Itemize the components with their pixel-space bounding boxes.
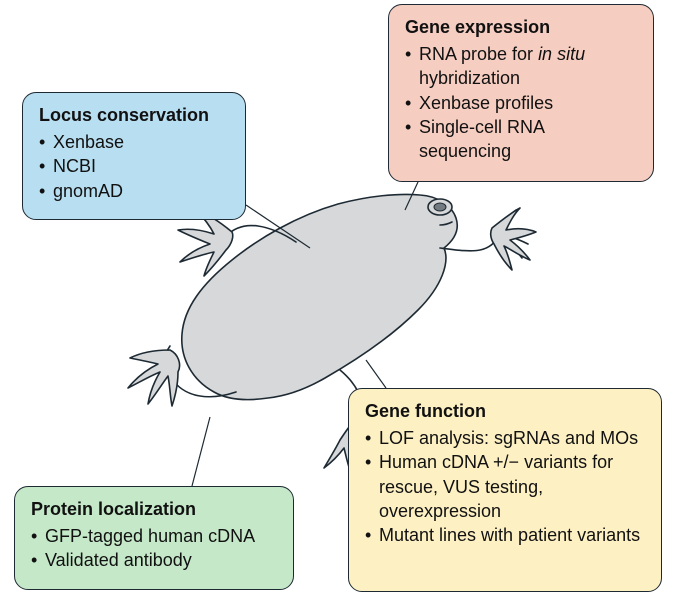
list-item: GFP-tagged human cDNA (31, 524, 277, 548)
box-expr-title: Gene expression (405, 17, 637, 38)
connector-protein (192, 417, 210, 486)
list-item: gnomAD (39, 179, 229, 203)
list-item: RNA probe for in situ hybridization (405, 42, 637, 91)
list-item: Xenbase profiles (405, 91, 637, 115)
box-locus-title: Locus conservation (39, 105, 229, 126)
list-item: Xenbase (39, 130, 229, 154)
box-func-title: Gene function (365, 401, 645, 422)
list-item: Single-cell RNA sequencing (405, 115, 637, 164)
connector-expr (405, 182, 418, 210)
box-locus-list: XenbaseNCBIgnomAD (39, 130, 229, 203)
box-locus-conservation: Locus conservation XenbaseNCBIgnomAD (22, 92, 246, 220)
list-item: Human cDNA +/− variants for rescue, VUS … (365, 450, 645, 523)
box-func-list: LOF analysis: sgRNAs and MOsHuman cDNA +… (365, 426, 645, 547)
list-item: Validated antibody (31, 548, 277, 572)
box-protein-localization: Protein localization GFP-tagged human cD… (14, 486, 294, 590)
list-item: NCBI (39, 154, 229, 178)
box-protein-title: Protein localization (31, 499, 277, 520)
box-protein-list: GFP-tagged human cDNAValidated antibody (31, 524, 277, 573)
list-item: Mutant lines with patient variants (365, 523, 645, 547)
list-item: LOF analysis: sgRNAs and MOs (365, 426, 645, 450)
box-gene-function: Gene function LOF analysis: sgRNAs and M… (348, 388, 662, 592)
connector-locus (246, 205, 310, 248)
box-expr-list: RNA probe for in situ hybridizationXenba… (405, 42, 637, 163)
box-gene-expression: Gene expression RNA probe for in situ hy… (388, 4, 654, 182)
connector-func (366, 360, 386, 388)
